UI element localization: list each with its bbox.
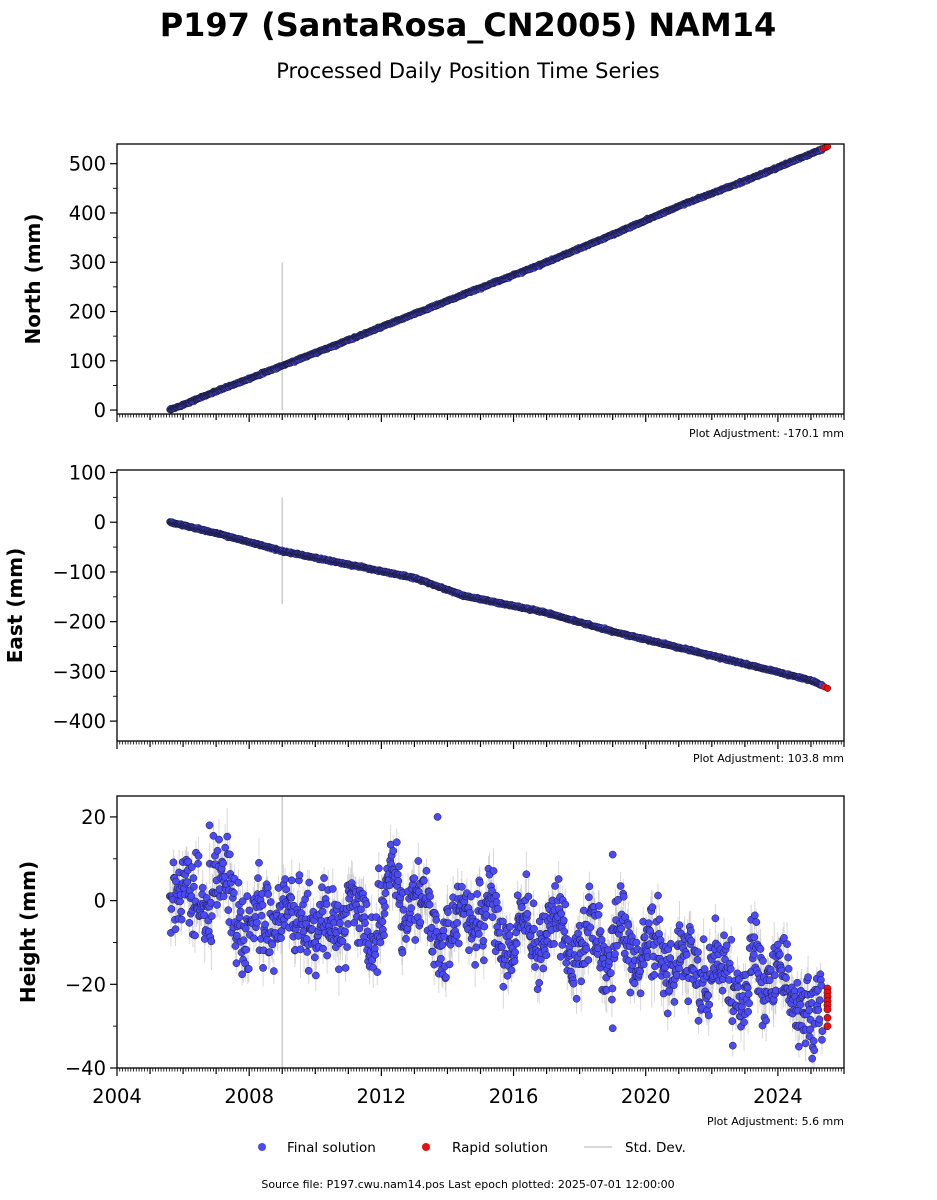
plot-area-1	[166, 497, 832, 692]
y-tick-label: 0	[94, 399, 106, 422]
y-axis-label: North (mm)	[21, 213, 45, 344]
plot-adjustment-label: Plot Adjustment: -170.1 mm	[689, 427, 844, 440]
plot-area-0	[166, 144, 832, 414]
y-tick-label: 400	[69, 202, 106, 225]
y-tick-label: 300	[69, 251, 106, 274]
y-tick-label: 500	[69, 153, 106, 176]
panel-0: 0 100 200 300 400 500 North (mm) Plot Adjustmen…	[21, 143, 845, 440]
rapid-point	[823, 144, 832, 151]
chart-subtitle: Processed Daily Position Time Series	[276, 59, 660, 83]
y-tick-label: 100	[69, 350, 106, 373]
chart-title: P197 (SantaRosa_CN2005) NAM14	[160, 6, 777, 44]
ticks-0	[110, 163, 845, 422]
panels: 0 100 200 300 400 500 North (mm) Plot Adjustmen…	[3, 143, 845, 1128]
y-tick-label: 200	[69, 301, 106, 324]
final-points-0	[166, 145, 826, 414]
